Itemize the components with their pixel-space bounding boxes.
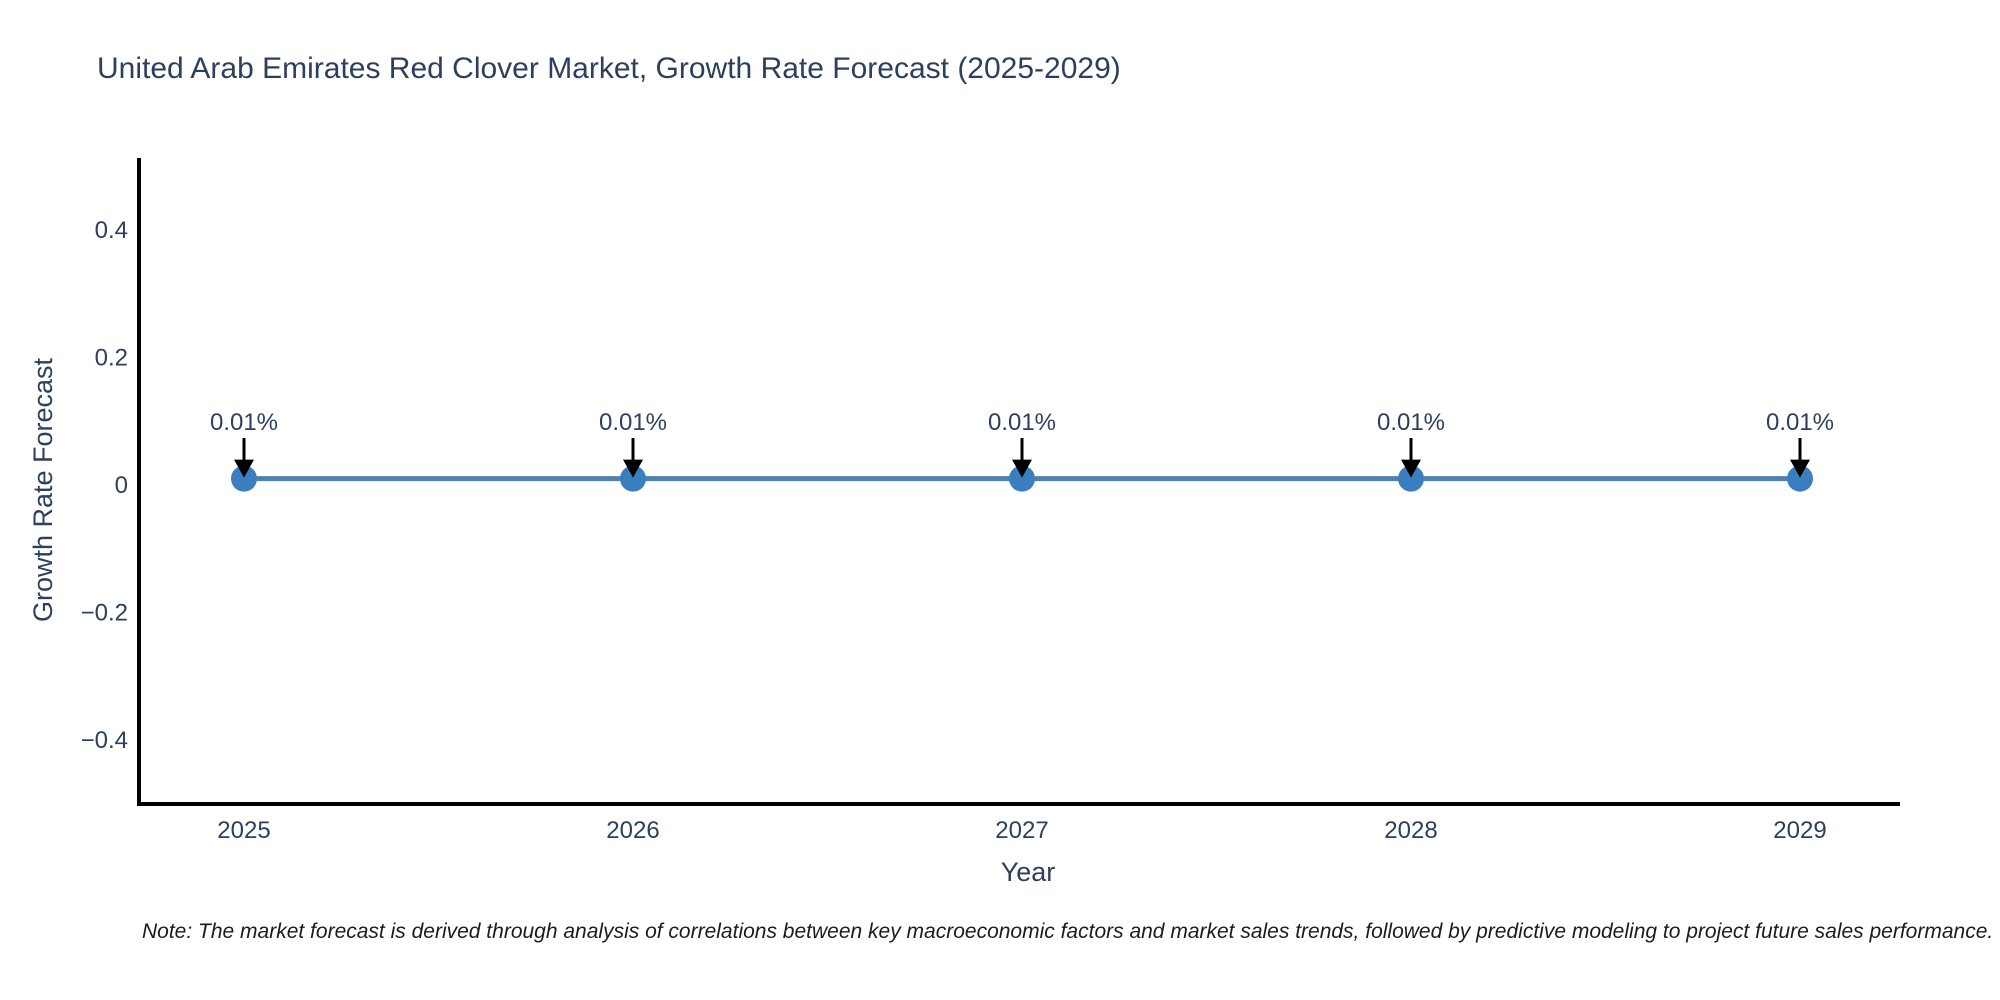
x-tick-label: 2027 <box>995 817 1048 844</box>
y-tick-label: 0.4 <box>95 217 128 244</box>
x-tick-label: 2029 <box>1773 817 1826 844</box>
footnote: Note: The market forecast is derived thr… <box>142 920 1993 943</box>
y-tick-label: 0.2 <box>95 345 128 372</box>
annotation-arrowhead-icon <box>234 459 254 478</box>
y-tick-label: 0 <box>115 472 128 499</box>
y-axis-title: Growth Rate Forecast <box>28 357 58 622</box>
data-point-marker <box>1009 465 1035 492</box>
chart-title: United Arab Emirates Red Clover Market, … <box>97 52 1121 85</box>
y-tick-label: −0.2 <box>81 600 128 627</box>
data-point-marker <box>1398 465 1424 492</box>
y-axis-tick-labels: 0.4 0.2 0 −0.2 −0.4 <box>81 217 128 754</box>
x-tick-label: 2028 <box>1384 817 1437 844</box>
point-annotation-label: 0.01% <box>210 409 278 436</box>
point-annotations-layer: 0.01% 0.01% 0.01% 0.01% 0.01% <box>210 409 1834 478</box>
point-annotation-label: 0.01% <box>599 409 667 436</box>
annotation-arrowhead-icon <box>1401 459 1421 478</box>
annotation-arrowhead-icon <box>1012 459 1032 478</box>
x-tick-label: 2026 <box>606 817 659 844</box>
x-axis-title: Year <box>1001 857 1056 887</box>
point-annotation-label: 0.01% <box>1377 409 1445 436</box>
x-tick-label: 2025 <box>217 817 270 844</box>
data-point-marker <box>620 465 646 492</box>
point-annotation-label: 0.01% <box>988 409 1056 436</box>
annotation-arrowhead-icon <box>623 459 643 478</box>
point-annotation-label: 0.01% <box>1766 409 1834 436</box>
annotation-arrowhead-icon <box>1790 459 1810 478</box>
data-point-marker <box>1787 465 1813 492</box>
axes-lines <box>137 158 1900 806</box>
x-axis-tick-labels: 2025 2026 2027 2028 2029 <box>217 817 1826 844</box>
data-point-marker <box>231 465 257 492</box>
y-tick-label: −0.4 <box>81 727 128 754</box>
data-series-layer <box>231 465 1813 492</box>
